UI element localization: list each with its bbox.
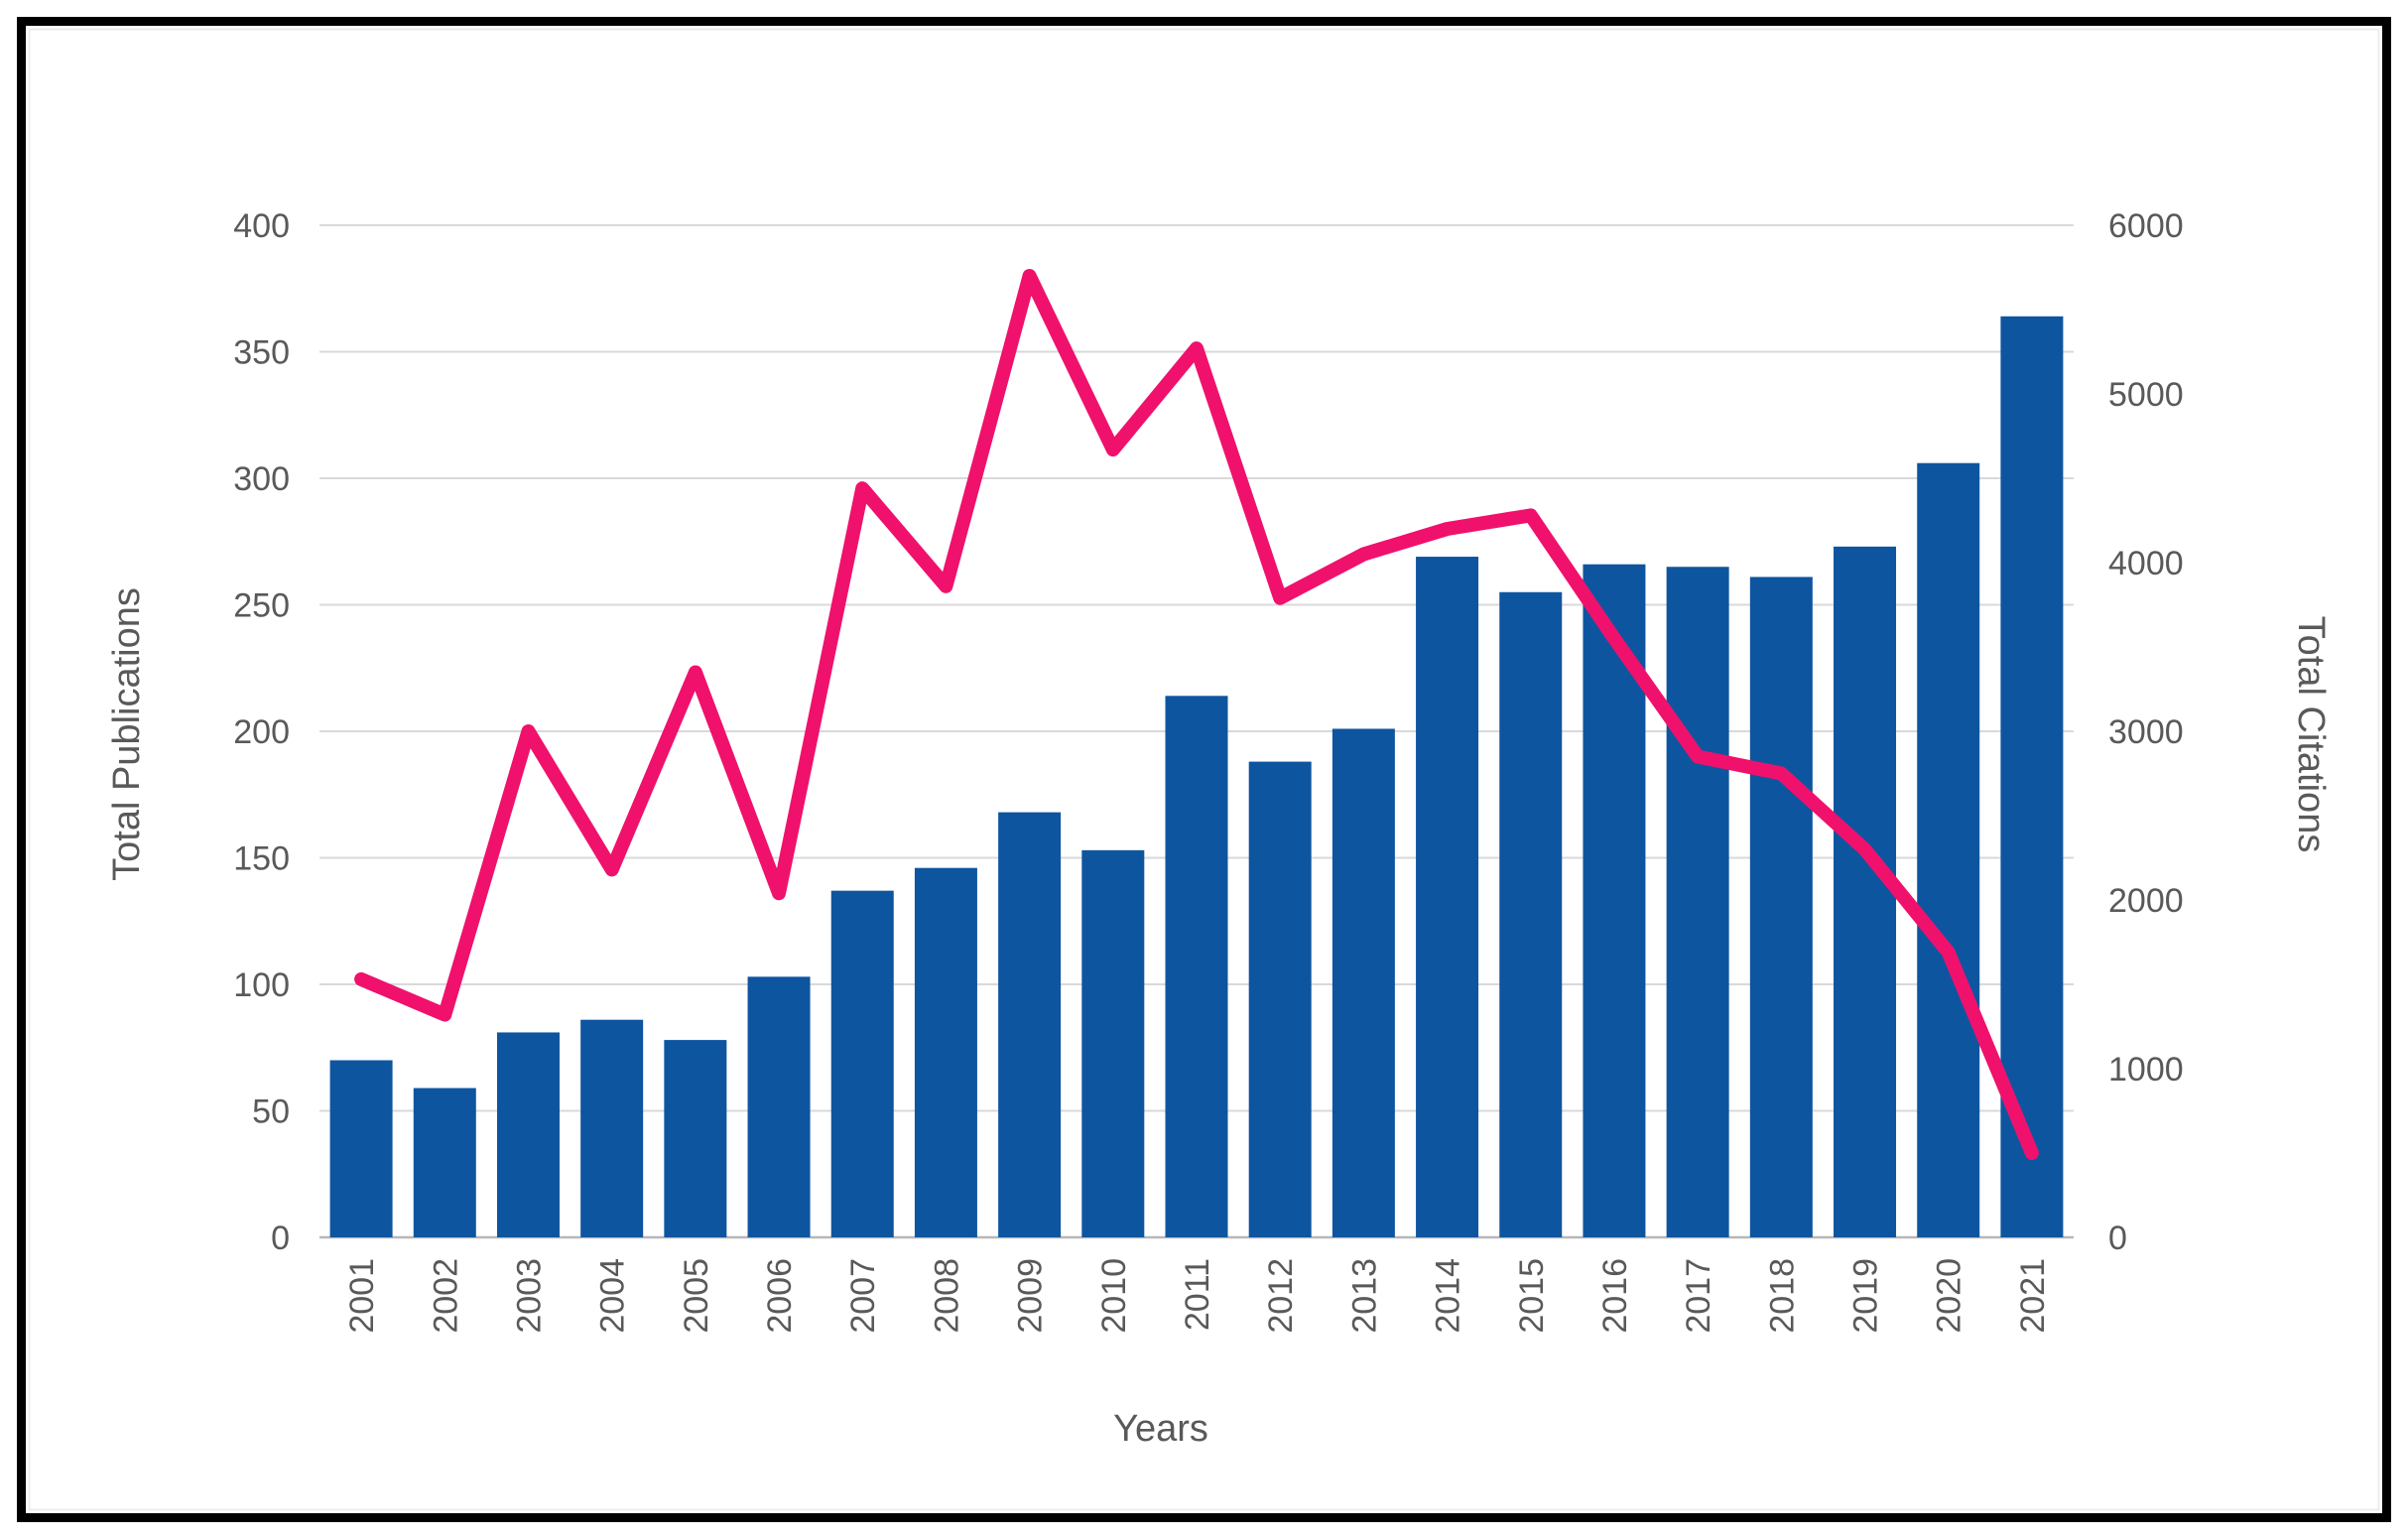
bar-2003	[496, 1032, 560, 1237]
left-tick-200: 200	[233, 713, 290, 751]
bar-2017	[1666, 567, 1729, 1237]
right-tick-2000: 2000	[2108, 882, 2184, 920]
left-tick-100: 100	[233, 966, 290, 1004]
x-tick-2008: 2008	[928, 1258, 965, 1334]
x-tick-2016: 2016	[1596, 1258, 1634, 1334]
right-tick-3000: 3000	[2108, 713, 2184, 751]
left-axis-tick-labels: 0 50 100 150 200 250 300 350 400	[233, 207, 290, 1257]
bar-2009	[998, 812, 1062, 1237]
citations-line	[354, 269, 2039, 1160]
x-tick-2010: 2010	[1095, 1258, 1133, 1334]
x-tick-2015: 2015	[1513, 1258, 1551, 1334]
bar-2004	[580, 1019, 644, 1237]
left-tick-50: 50	[252, 1093, 290, 1131]
figure-border	[17, 17, 2391, 1522]
x-tick-2007: 2007	[844, 1258, 882, 1334]
right-axis-tick-labels: 0 1000 2000 3000 4000 5000 6000	[2108, 207, 2184, 1257]
citations-line-group	[354, 269, 2039, 1160]
x-tick-2014: 2014	[1430, 1258, 1467, 1334]
x-tick-2006: 2006	[761, 1258, 799, 1334]
publications-bars-group	[329, 316, 2064, 1237]
bar-2001	[329, 1060, 393, 1237]
x-tick-2004: 2004	[594, 1258, 632, 1334]
bar-2020	[1917, 462, 1980, 1237]
bar-2010	[1081, 849, 1145, 1237]
left-tick-0: 0	[271, 1219, 290, 1257]
bar-2018	[1749, 577, 1813, 1237]
bar-2008	[914, 867, 977, 1237]
figure-inner-border	[28, 28, 2380, 1511]
x-tick-2012: 2012	[1262, 1258, 1300, 1334]
left-axis-title: Total Publications	[106, 587, 148, 881]
bar-2012	[1248, 761, 1312, 1237]
right-tick-5000: 5000	[2108, 376, 2184, 414]
left-tick-400: 400	[233, 207, 290, 245]
bar-2007	[830, 890, 894, 1237]
bar-2006	[747, 976, 811, 1237]
x-tick-2021: 2021	[2014, 1258, 2052, 1334]
left-tick-250: 250	[233, 587, 290, 625]
x-tick-2001: 2001	[343, 1258, 381, 1334]
x-tick-2002: 2002	[427, 1258, 464, 1334]
right-tick-6000: 6000	[2108, 207, 2184, 245]
bar-2002	[413, 1088, 476, 1237]
x-tick-2005: 2005	[678, 1258, 715, 1334]
x-tick-2020: 2020	[1931, 1258, 1968, 1334]
left-tick-350: 350	[233, 334, 290, 372]
left-tick-300: 300	[233, 460, 290, 498]
bar-2005	[664, 1040, 727, 1237]
x-tick-2017: 2017	[1680, 1258, 1717, 1334]
bar-2019	[1834, 546, 1897, 1237]
bar-2021	[2000, 316, 2064, 1237]
x-tick-2013: 2013	[1345, 1258, 1383, 1334]
left-tick-150: 150	[233, 840, 290, 878]
x-tick-2018: 2018	[1763, 1258, 1801, 1334]
right-tick-1000: 1000	[2108, 1051, 2184, 1089]
x-axis-tick-labels: 2001 2002 2003 2004 2005 2006 2007 2008 2009 2010…	[343, 1258, 2052, 1334]
x-axis-title: Years	[1113, 1408, 1208, 1450]
right-tick-4000: 4000	[2108, 545, 2184, 582]
bar-2013	[1331, 728, 1395, 1237]
x-tick-2003: 2003	[510, 1258, 548, 1334]
bar-2011	[1165, 696, 1228, 1237]
right-tick-0: 0	[2108, 1219, 2127, 1257]
right-axis-title: Total Citations	[2290, 616, 2332, 853]
bar-2015	[1499, 591, 1563, 1237]
x-tick-2011: 2011	[1179, 1258, 1216, 1331]
x-tick-2019: 2019	[1847, 1258, 1885, 1334]
bar-2014	[1416, 557, 1479, 1237]
x-tick-2009: 2009	[1012, 1258, 1050, 1334]
